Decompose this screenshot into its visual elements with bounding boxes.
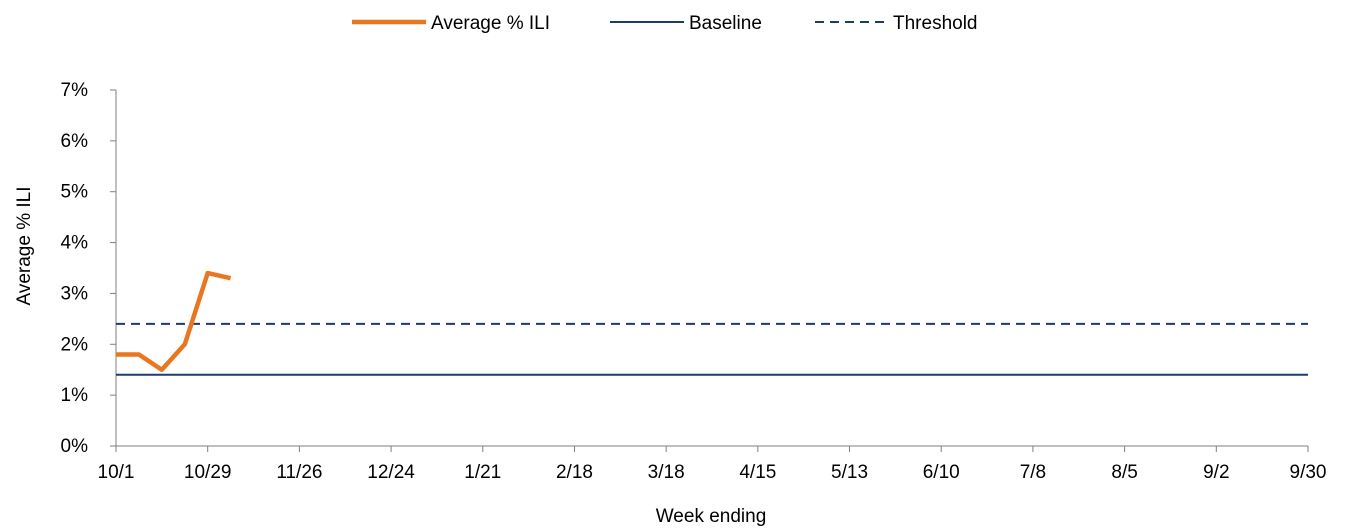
x-tick-label: 10/1 bbox=[98, 462, 135, 483]
y-axis: 0% 1% 2% 3% 4% 5% 6% 7% bbox=[61, 80, 117, 457]
x-tick-label: 5/13 bbox=[831, 462, 868, 483]
x-tick-label: 10/29 bbox=[184, 462, 232, 483]
x-tick-label: 1/21 bbox=[464, 462, 501, 483]
x-axis-title: Week ending bbox=[656, 506, 767, 527]
y-tick-label: 0% bbox=[61, 436, 89, 457]
y-tick-label: 3% bbox=[61, 283, 89, 304]
y-axis-title: Average % ILI bbox=[14, 186, 35, 305]
x-axis: 10/1 10/29 11/26 12/24 1/21 2/18 3/18 4/15 5/13 6… bbox=[98, 445, 1327, 483]
y-tick-label: 7% bbox=[61, 80, 89, 101]
x-tick-label: 6/10 bbox=[923, 462, 960, 483]
legend-label-baseline: Baseline bbox=[689, 13, 762, 34]
series-line-average-ili bbox=[116, 270, 232, 372]
x-tick-label: 7/8 bbox=[1020, 462, 1046, 483]
legend-label-threshold: Threshold bbox=[893, 13, 978, 34]
y-tick-label: 4% bbox=[61, 233, 89, 254]
x-tick-label: 8/5 bbox=[1111, 462, 1137, 483]
x-tick-label: 2/18 bbox=[556, 462, 593, 483]
x-tick-label: 9/2 bbox=[1203, 462, 1229, 483]
x-tick-label: 3/18 bbox=[648, 462, 685, 483]
y-tick-label: 2% bbox=[61, 334, 89, 355]
x-tick-label: 11/26 bbox=[276, 462, 322, 483]
series-layer bbox=[116, 270, 1308, 376]
y-tick-label: 5% bbox=[61, 182, 89, 203]
legend-label-average-ili: Average % ILI bbox=[431, 13, 550, 34]
y-tick-label: 6% bbox=[61, 131, 89, 152]
x-tick-label: 12/24 bbox=[367, 462, 415, 483]
x-tick-label: 4/15 bbox=[739, 462, 776, 483]
legend: Average % ILI Baseline Threshold bbox=[352, 13, 978, 34]
y-tick-label: 1% bbox=[61, 385, 89, 406]
x-tick-label: 9/30 bbox=[1290, 462, 1327, 483]
